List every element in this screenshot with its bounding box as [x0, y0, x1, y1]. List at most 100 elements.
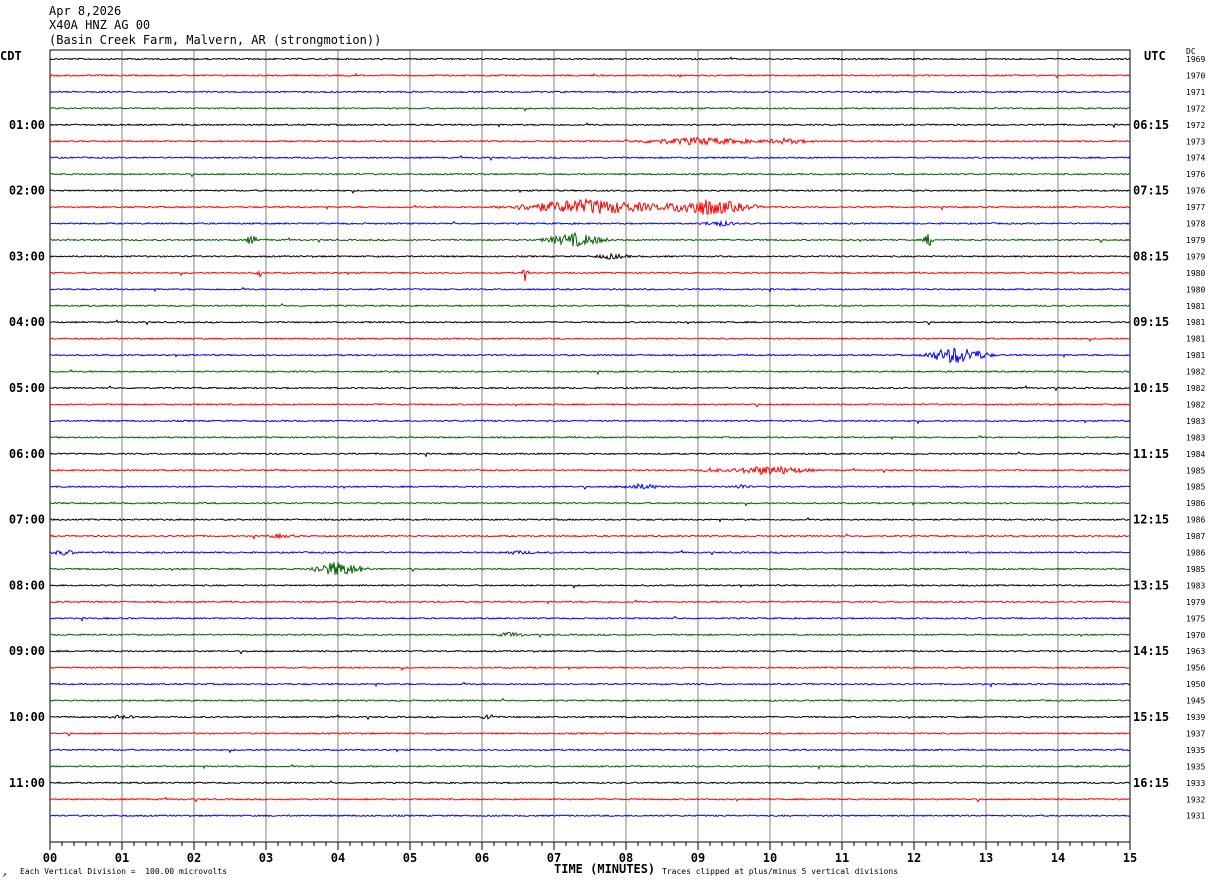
seismic-trace-37 [49, 666, 1131, 672]
dc-offset-34: 1975 [1186, 614, 1205, 623]
seismic-trace-39 [49, 697, 1131, 703]
dc-offset-23: 1983 [1186, 433, 1205, 442]
corner-mark: ↗ [2, 870, 7, 879]
seismic-trace-24 [49, 451, 1131, 458]
dc-offset-28: 1986 [1186, 516, 1205, 525]
seismic-trace-14 [49, 286, 1131, 293]
hour-label-left: 01:00 [9, 118, 45, 132]
seismic-trace-28 [49, 517, 1131, 523]
dc-offset-header: DC [1186, 47, 1196, 56]
seismic-trace-42 [49, 748, 1131, 754]
hour-label-left: 05:00 [9, 381, 45, 395]
seismic-trace-0 [49, 56, 1130, 61]
hour-label-right: 14:15 [1133, 644, 1169, 658]
dc-offset-10: 1978 [1186, 220, 1205, 229]
seismic-trace-44 [49, 780, 1131, 785]
seismic-trace-43 [49, 763, 1131, 771]
dc-offset-12: 1979 [1186, 252, 1205, 261]
right-timezone-label: UTC [1144, 49, 1166, 63]
seismic-trace-11 [49, 231, 1131, 247]
dc-offset-32: 1983 [1186, 581, 1205, 590]
hour-label-right: 06:15 [1133, 118, 1169, 132]
seismic-trace-36 [49, 649, 1131, 655]
vertical-division-note: Each Vertical Division = 100.00 microvol… [20, 867, 228, 876]
seismic-trace-4 [49, 122, 1131, 129]
x-tick-label: 03 [259, 851, 273, 865]
dc-offset-22: 1983 [1186, 417, 1205, 426]
seismic-trace-2 [49, 90, 1131, 94]
seismic-trace-20 [49, 384, 1131, 392]
x-tick-label: 04 [331, 851, 345, 865]
seismic-trace-30 [49, 549, 1131, 556]
hour-label-right: 10:15 [1133, 381, 1169, 395]
x-tick-label: 13 [979, 851, 993, 865]
dc-offset-20: 1982 [1186, 384, 1205, 393]
dc-offset-45: 1932 [1186, 795, 1205, 804]
dc-offset-5: 1973 [1186, 137, 1205, 146]
dc-offset-26: 1985 [1186, 483, 1205, 492]
dc-offset-21: 1982 [1186, 400, 1205, 409]
dc-offset-2: 1971 [1186, 88, 1205, 97]
seismic-trace-16 [49, 319, 1131, 326]
x-tick-label: 07 [547, 851, 561, 865]
x-tick-label: 09 [691, 851, 705, 865]
seismic-trace-18 [50, 347, 1131, 364]
hour-label-right: 16:15 [1133, 776, 1169, 790]
dc-offset-41: 1937 [1186, 729, 1205, 738]
dc-offset-9: 1977 [1186, 203, 1205, 212]
dc-offset-31: 1985 [1186, 565, 1205, 574]
dc-offset-29: 1987 [1186, 532, 1205, 541]
seismic-trace-22 [49, 419, 1131, 425]
seismic-trace-6 [49, 154, 1131, 161]
seismic-trace-41 [49, 732, 1131, 737]
seismic-trace-31 [49, 562, 1131, 575]
dc-offset-35: 1970 [1186, 631, 1205, 640]
dc-offset-11: 1979 [1186, 236, 1205, 245]
dc-offset-17: 1981 [1186, 335, 1205, 344]
plot-frame [49, 49, 1131, 843]
hour-label-right: 15:15 [1133, 710, 1169, 724]
left-timezone-label: CDT [0, 49, 22, 63]
seismic-trace-21 [49, 403, 1131, 408]
dc-offset-42: 1935 [1186, 746, 1205, 755]
dc-offset-8: 1976 [1186, 187, 1205, 196]
seismic-trace-5 [49, 136, 1131, 147]
x-tick-label: 01 [115, 851, 129, 865]
dc-offset-0: 1969 [1186, 55, 1205, 64]
x-tick-label: 06 [475, 851, 489, 865]
dc-offset-3: 1972 [1186, 104, 1205, 113]
hour-label-left: 09:00 [9, 644, 45, 658]
seismic-trace-13 [49, 269, 1131, 282]
seismic-trace-46 [49, 814, 1131, 818]
x-tick-label: 14 [1051, 851, 1065, 865]
seismic-trace-38 [49, 681, 1131, 688]
dc-offset-25: 1985 [1186, 466, 1205, 475]
hour-label-left: 08:00 [9, 578, 45, 592]
hour-label-right: 11:15 [1133, 447, 1169, 461]
dc-offset-4: 1972 [1186, 121, 1205, 130]
x-tick-label: 08 [619, 851, 633, 865]
x-tick-label: 02 [187, 851, 201, 865]
seismic-trace-26 [49, 482, 1131, 491]
hour-label-right: 13:15 [1133, 578, 1169, 592]
seismic-trace-25 [50, 465, 1131, 476]
hour-label-left: 02:00 [9, 184, 45, 198]
hour-label-left: 06:00 [9, 447, 45, 461]
seismic-trace-3 [49, 106, 1130, 113]
dc-offset-37: 1956 [1186, 664, 1205, 673]
hour-label-left: 07:00 [9, 513, 45, 527]
x-axis-title: TIME (MINUTES) [554, 862, 656, 876]
dc-offset-18: 1981 [1186, 351, 1205, 360]
seismic-trace-34 [49, 615, 1131, 622]
dc-offset-39: 1945 [1186, 697, 1205, 706]
hour-label-right: 07:15 [1133, 184, 1169, 198]
x-tick-label: 10 [763, 851, 777, 865]
seismic-trace-10 [49, 219, 1131, 228]
seismic-trace-15 [49, 302, 1131, 308]
dc-offset-36: 1963 [1186, 647, 1205, 656]
dc-offset-33: 1979 [1186, 598, 1205, 607]
seismic-trace-33 [49, 599, 1131, 605]
seismic-trace-29 [49, 532, 1130, 540]
dc-offset-14: 1980 [1186, 285, 1205, 294]
hour-label-left: 10:00 [9, 710, 45, 724]
